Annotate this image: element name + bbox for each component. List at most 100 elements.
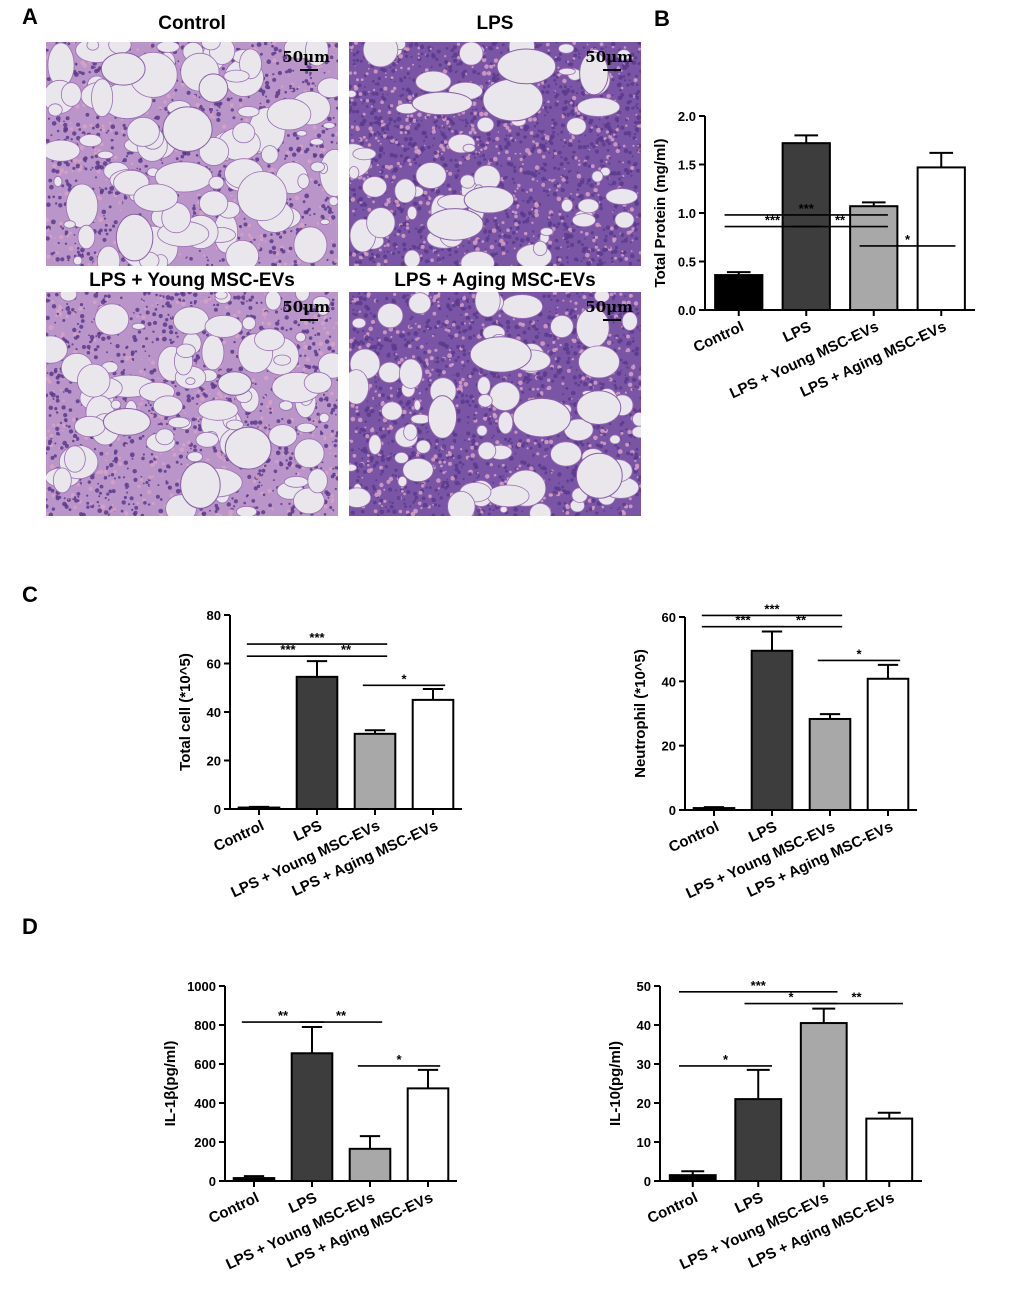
bar-1: [295, 675, 339, 811]
significance-label: ***: [309, 630, 325, 645]
histology-image-aging: 50μm: [349, 292, 641, 516]
scale-bar-label: 50μm: [282, 298, 330, 316]
y-tick-label: 2.0: [678, 109, 696, 124]
y-tick-label: 0: [214, 802, 221, 817]
significance-label: *: [856, 646, 862, 661]
y-tick-label: 1.5: [678, 158, 696, 173]
y-tick-label: 200: [194, 1135, 216, 1150]
significance-label: *: [788, 990, 794, 1005]
bar-3: [866, 677, 910, 812]
y-axis-label: Neutrophil (*10^5): [632, 649, 649, 778]
y-tick-label: 40: [637, 1018, 651, 1033]
bar-0: [232, 1177, 276, 1182]
chart-total-protein: 0.0 0.5 1.0 1.5 2.0 Total Protein (mg/ml) Cont…: [652, 109, 975, 402]
bar-0: [668, 1174, 717, 1182]
y-tick-label: 400: [194, 1096, 216, 1111]
y-axis-label: IL-1β(pg/ml): [162, 1041, 179, 1127]
y-tick-label: 0: [644, 1174, 651, 1189]
histology-title-young: LPS + Young MSC-EVs: [89, 270, 295, 291]
y-tick-label: 60: [662, 610, 676, 625]
bar-2: [353, 732, 397, 810]
significance-label: *: [905, 232, 911, 247]
significance-label: **: [341, 642, 352, 657]
bar-3: [406, 1087, 450, 1182]
significance-label: *: [723, 1052, 729, 1067]
y-axis-label: Total cell (*10^5): [177, 653, 194, 771]
scale-bar: [300, 69, 318, 71]
bar-3: [865, 1117, 914, 1183]
histology-title-aging: LPS + Aging MSC-EVs: [394, 270, 596, 291]
scale-bar-label: 50μm: [585, 298, 633, 316]
significance-label: ***: [280, 642, 296, 657]
y-axis-label: IL-10(pg/ml): [607, 1041, 624, 1126]
y-tick-label: 0: [669, 803, 676, 818]
x-tick-label: LPS: [780, 318, 814, 346]
bar-3: [916, 166, 966, 311]
significance-label: ***: [751, 978, 767, 993]
x-tick-label: Control: [645, 1189, 701, 1227]
histology-texture: [349, 292, 641, 516]
histology-texture: [46, 42, 338, 266]
scale-bar: [603, 69, 621, 71]
bar-2: [799, 1022, 848, 1182]
bar-2: [808, 717, 852, 811]
bar-3: [411, 698, 455, 810]
significance-label: **: [835, 213, 846, 228]
bar-0: [692, 807, 736, 812]
significance-label: **: [796, 613, 807, 628]
panel-letter-d: D: [22, 914, 38, 939]
y-tick-label: 20: [637, 1096, 651, 1111]
histology-title-control: Control: [158, 13, 226, 34]
y-tick-label: 0.0: [678, 303, 696, 318]
panel-letter-a: A: [22, 4, 38, 29]
y-tick-label: 20: [207, 754, 221, 769]
x-tick-label: LPS: [286, 1189, 320, 1217]
significance-label: ***: [765, 213, 781, 228]
x-tick-label: LPS: [746, 818, 780, 846]
x-tick-label: Control: [691, 318, 747, 356]
significance-label: ***: [799, 201, 815, 216]
significance-label: ***: [764, 601, 780, 616]
bar-1: [750, 649, 794, 812]
scale-bar-label: 50μm: [585, 48, 633, 66]
bar-2: [348, 1147, 392, 1182]
significance-label: **: [336, 1008, 347, 1023]
significance-label: **: [278, 1008, 289, 1023]
histology-image-young: 50μm: [46, 292, 338, 516]
y-tick-label: 1000: [187, 979, 216, 994]
y-tick-label: 0.5: [678, 255, 696, 270]
panel-letter-c: C: [22, 582, 38, 607]
histology-texture: [46, 292, 338, 516]
y-axis-label: Total Protein (mg/ml): [652, 139, 669, 288]
y-tick-label: 60: [207, 657, 221, 672]
histology-texture: [349, 42, 641, 266]
x-tick-label: Control: [666, 818, 722, 856]
bar-1: [734, 1098, 783, 1183]
significance-label: ***: [735, 613, 751, 628]
histology-image-control: 50μm: [46, 42, 338, 266]
y-tick-label: 0: [209, 1174, 216, 1189]
scale-bar: [603, 319, 621, 321]
significance-label: *: [396, 1052, 402, 1067]
bar-2: [849, 205, 899, 311]
y-tick-label: 40: [207, 705, 221, 720]
y-tick-label: 80: [207, 608, 221, 623]
x-tick-label: Control: [206, 1189, 262, 1227]
scale-bar: [300, 319, 318, 321]
bar-1: [290, 1052, 334, 1182]
y-tick-label: 1.0: [678, 206, 696, 221]
x-tick-label: Control: [211, 817, 267, 855]
y-tick-label: 600: [194, 1057, 216, 1072]
panel-letter-b: B: [654, 6, 670, 31]
histology-image-lps: 50μm: [349, 42, 641, 266]
y-tick-label: 20: [662, 739, 676, 754]
y-tick-label: 40: [662, 674, 676, 689]
y-tick-label: 50: [637, 979, 651, 994]
scale-bar-label: 50μm: [282, 48, 330, 66]
y-tick-label: 30: [637, 1057, 651, 1072]
